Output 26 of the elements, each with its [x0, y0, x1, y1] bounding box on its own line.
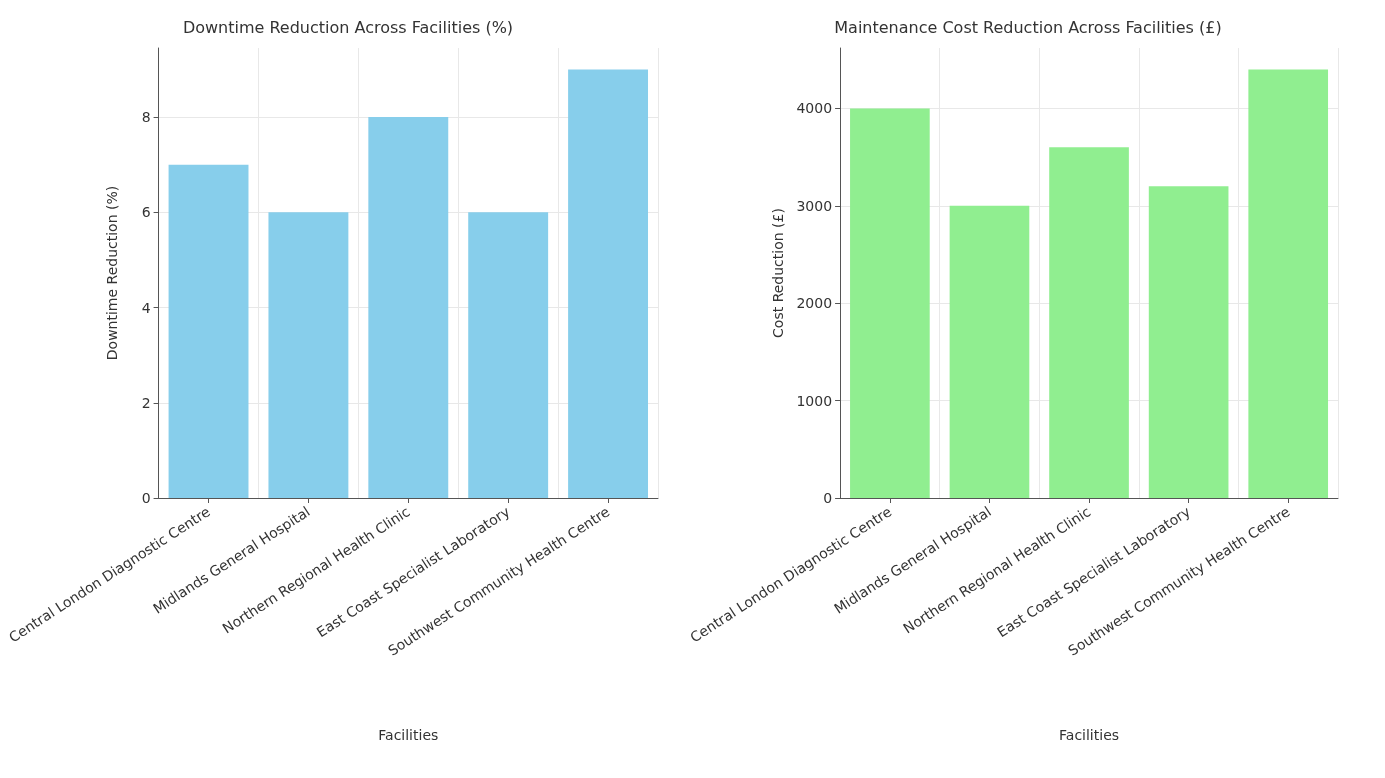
y-tick-label: 3000 [796, 197, 833, 214]
bar [568, 69, 649, 498]
chart-title: Downtime Reduction Across Facilities (%) [182, 17, 514, 37]
y-tick-label: 6 [141, 204, 151, 221]
y-tick-label: 2 [141, 394, 151, 411]
y-tick-label: 0 [823, 490, 833, 506]
x-axis-title: Facilities [378, 727, 439, 743]
bar [1248, 69, 1329, 498]
bar [468, 212, 549, 498]
y-tick-label: 4 [141, 299, 151, 316]
y-tick-label: 1000 [796, 392, 833, 409]
bar [268, 212, 349, 498]
y-tick-label: 8 [141, 109, 151, 126]
bar [1148, 186, 1229, 498]
chart-title: Maintenance Cost Reduction Across Facilities (£) [834, 17, 1222, 37]
y-axis-title: Cost Reduction (£) [770, 208, 787, 338]
bar [368, 117, 449, 498]
y-tick-label: 0 [141, 490, 151, 506]
bar [168, 164, 249, 498]
bar [850, 108, 930, 498]
bar [1049, 147, 1129, 498]
bar [949, 205, 1030, 498]
x-axis-title: Facilities [1059, 727, 1120, 743]
y-tick-label: 2000 [796, 295, 833, 312]
y-axis-title: Downtime Reduction (%) [103, 185, 120, 361]
y-tick-label: 4000 [796, 100, 833, 117]
